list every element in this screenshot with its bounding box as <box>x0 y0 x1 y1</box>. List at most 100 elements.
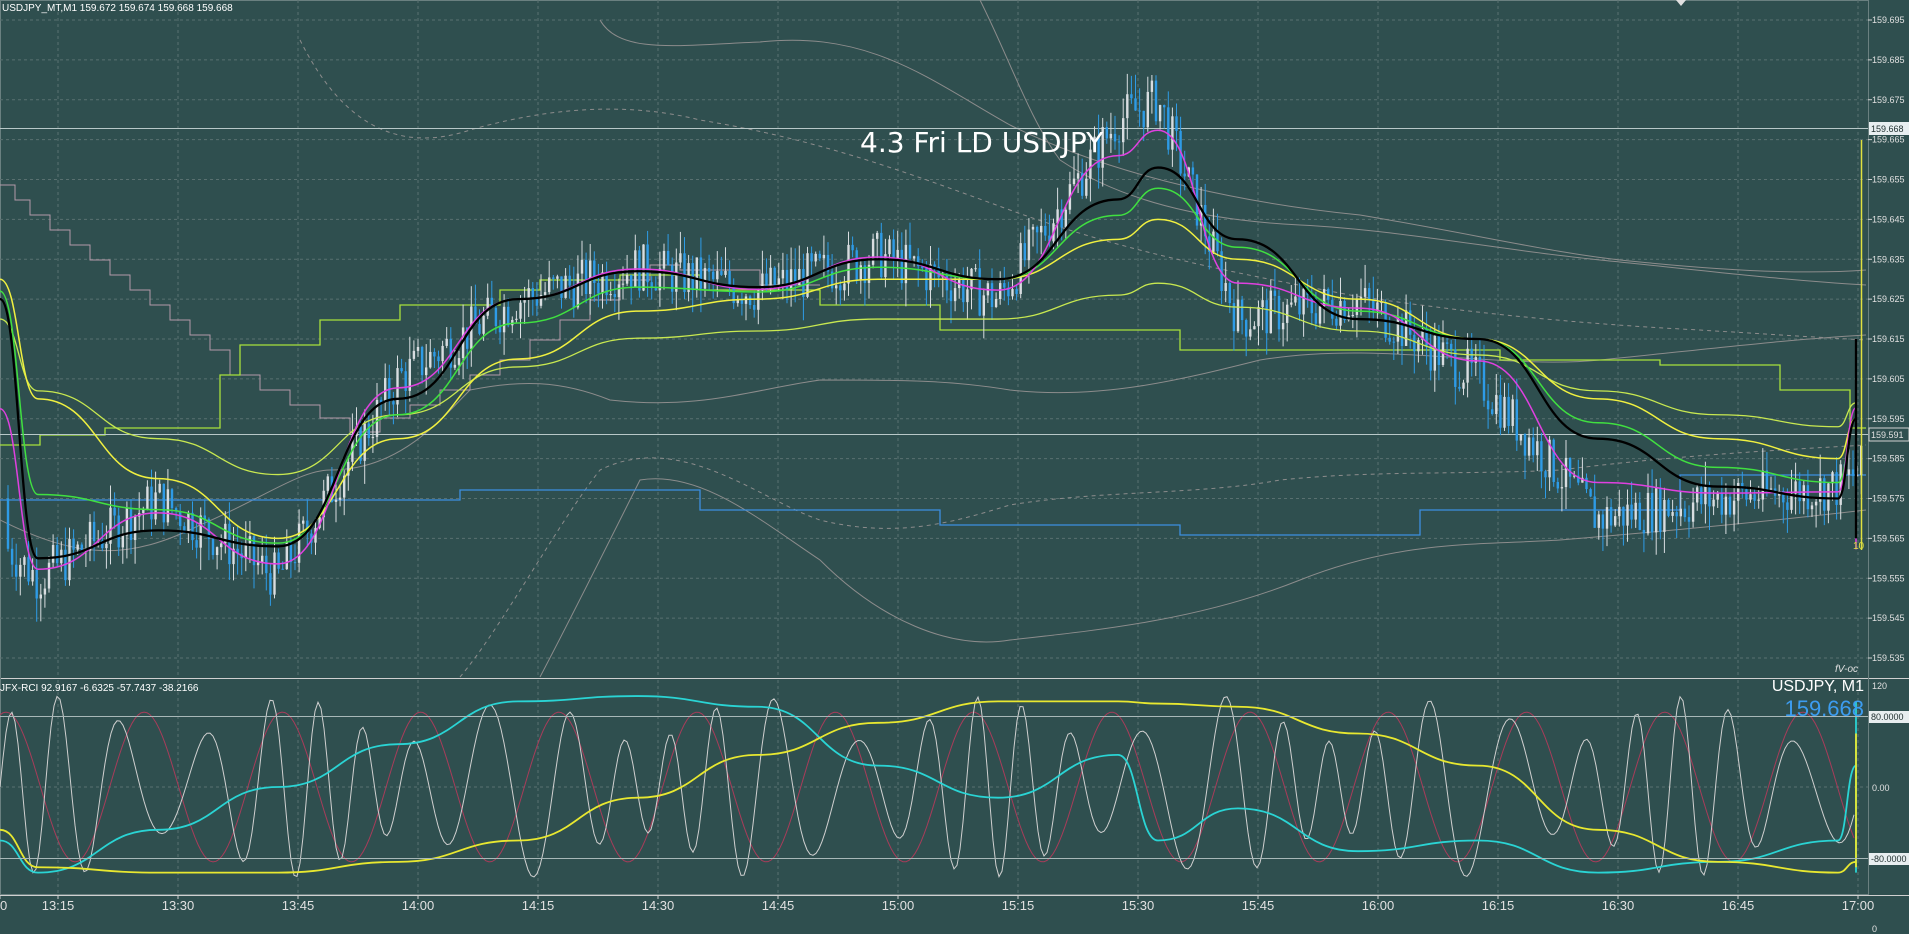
candle-body <box>179 511 182 527</box>
candle-body <box>269 573 272 595</box>
candle-body <box>1786 502 1789 510</box>
candle-body <box>1413 334 1416 352</box>
time-tick-label: 13:15 <box>42 898 75 913</box>
candle-body <box>490 297 493 308</box>
candle-body <box>732 286 735 304</box>
price-tick-label: 159.575 <box>1872 494 1905 504</box>
candle-body <box>1679 508 1682 517</box>
candle-body <box>117 515 120 548</box>
time-tick-label: 17:00 <box>1842 898 1875 913</box>
candle-body <box>1597 514 1600 528</box>
candle-body <box>314 527 317 543</box>
candle-body <box>1265 300 1268 334</box>
candle-body <box>1093 136 1096 150</box>
candle-body <box>818 253 821 259</box>
candle-body <box>707 268 711 272</box>
candle-body <box>1060 209 1063 228</box>
candle-body <box>785 269 789 290</box>
candle-body <box>1642 529 1646 534</box>
candle-body <box>572 285 575 308</box>
candle-body <box>1708 485 1711 507</box>
candle-body <box>1568 457 1572 477</box>
price-tick-label: 159.645 <box>1872 214 1905 224</box>
candle-body <box>1294 296 1297 303</box>
price-tick-label: 159.595 <box>1872 414 1905 424</box>
candle-body <box>1310 294 1313 314</box>
candle-body <box>47 562 51 589</box>
candle-body <box>187 512 190 534</box>
candle-body <box>851 244 854 251</box>
candle-body <box>1532 437 1535 456</box>
candle-body <box>1466 348 1469 383</box>
candle-body <box>289 541 293 563</box>
candle-body <box>937 266 940 278</box>
indicator-axis: 120 80.0000 0.00 -80.0000 0 <box>1869 681 1909 934</box>
candle-body <box>605 272 608 296</box>
candle-body <box>1712 499 1715 507</box>
candle-body <box>683 253 686 293</box>
upper-band-dashed <box>299 39 1867 341</box>
candle-body <box>552 277 555 279</box>
candle-body <box>1286 304 1289 323</box>
candle-body <box>646 244 649 283</box>
upper-band-inner <box>979 0 1867 286</box>
candle-body <box>1376 302 1379 311</box>
candle-body <box>142 509 145 514</box>
candle-body <box>1425 328 1428 346</box>
candle-body <box>1544 471 1547 478</box>
candle-body <box>1609 507 1613 526</box>
candle-body <box>1433 335 1436 371</box>
price-tick-label: 159.605 <box>1872 374 1905 384</box>
candle-body <box>1249 329 1252 337</box>
candle-body <box>1581 477 1584 483</box>
candle-body <box>1573 475 1576 477</box>
time-axis: 0 13:15 13:30 13:45 14:00 14:15 14:30 14:45 15:0… <box>0 895 1875 913</box>
candle-body <box>1720 493 1723 515</box>
candle-body <box>617 284 621 298</box>
candle-body <box>1650 492 1654 533</box>
candle-body <box>584 259 588 294</box>
candle-body <box>1728 496 1732 515</box>
candle-body <box>1204 204 1207 237</box>
candle-body <box>847 244 850 284</box>
candle-body <box>781 269 785 279</box>
rci-level-0-label: 0.00 <box>1872 783 1890 793</box>
candle-body <box>1556 481 1559 489</box>
candle-body <box>535 296 539 306</box>
candle-body <box>302 520 305 524</box>
moving-averages <box>0 129 1858 571</box>
candle-body <box>1810 505 1814 510</box>
candle-body <box>560 276 563 298</box>
scroll-marker-icon[interactable] <box>1676 0 1686 6</box>
candle-body <box>568 275 571 286</box>
candle-body <box>1040 225 1043 233</box>
candle-body <box>478 324 481 334</box>
rci-level-minus80-box <box>1869 853 1909 865</box>
candle-body <box>810 253 813 262</box>
candle-body <box>1831 472 1834 484</box>
candle-body <box>224 523 227 544</box>
candle-body <box>1495 394 1498 415</box>
current-price-tag-box <box>1869 122 1909 135</box>
candle-body <box>400 368 403 372</box>
candle-body <box>1560 487 1564 489</box>
candle-body <box>453 364 457 368</box>
candle-body <box>68 538 71 581</box>
candle-body <box>195 540 198 548</box>
candle-body <box>1253 326 1256 330</box>
candle-body <box>654 288 657 291</box>
candle-body <box>621 283 625 285</box>
candle-body <box>1392 341 1395 343</box>
candle-body <box>1314 313 1318 324</box>
candle-body <box>1105 127 1108 139</box>
candle-body <box>1372 299 1375 311</box>
candle-body <box>281 568 284 570</box>
candle-body <box>830 271 834 289</box>
candle-body <box>1015 289 1018 294</box>
candle-body <box>1823 478 1826 511</box>
candle-body <box>154 492 157 520</box>
price-tick-label: 159.665 <box>1872 135 1905 145</box>
candle-body <box>703 268 707 289</box>
main-chart-background <box>0 0 1868 678</box>
